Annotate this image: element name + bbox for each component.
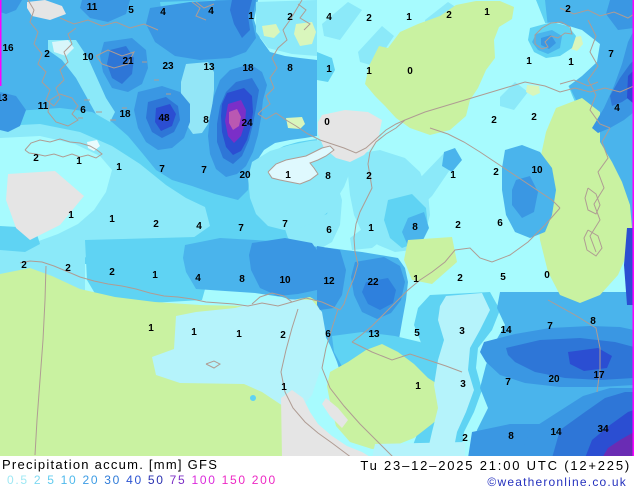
svg-text:23: 23 xyxy=(162,61,174,72)
svg-text:6: 6 xyxy=(325,329,331,340)
svg-text:Tu 23–12–2025 21:00 UTC (12+22: Tu 23–12–2025 21:00 UTC (12+225) xyxy=(360,458,631,473)
svg-text:8: 8 xyxy=(239,274,245,285)
svg-text:10: 10 xyxy=(82,52,94,63)
svg-text:2: 2 xyxy=(287,12,293,23)
svg-text:0: 0 xyxy=(324,117,330,128)
svg-text:1: 1 xyxy=(148,323,154,334)
svg-text:2: 2 xyxy=(565,4,571,15)
svg-text:7: 7 xyxy=(159,164,165,175)
svg-text:1: 1 xyxy=(406,12,412,23)
svg-text:16: 16 xyxy=(2,43,14,54)
svg-text:1: 1 xyxy=(366,66,372,77)
svg-text:6: 6 xyxy=(80,105,86,116)
svg-text:1: 1 xyxy=(236,329,242,340)
svg-text:5: 5 xyxy=(128,5,134,16)
svg-text:3: 3 xyxy=(459,326,465,337)
svg-text:1: 1 xyxy=(568,57,574,68)
svg-text:1: 1 xyxy=(285,170,291,181)
svg-text:7: 7 xyxy=(282,219,288,230)
svg-text:2: 2 xyxy=(446,10,452,21)
svg-text:2: 2 xyxy=(109,267,115,278)
svg-text:2: 2 xyxy=(531,112,537,123)
svg-text:0: 0 xyxy=(407,66,413,77)
svg-text:1: 1 xyxy=(484,7,490,18)
svg-text:7: 7 xyxy=(547,321,553,332)
svg-text:22: 22 xyxy=(367,277,379,288)
svg-text:20: 20 xyxy=(239,170,251,181)
svg-text:7: 7 xyxy=(201,165,207,176)
svg-text:8: 8 xyxy=(412,222,418,233)
svg-text:1: 1 xyxy=(413,274,419,285)
svg-text:1: 1 xyxy=(109,214,115,225)
svg-text:1: 1 xyxy=(116,162,122,173)
svg-text:6: 6 xyxy=(326,225,332,236)
svg-text:2: 2 xyxy=(491,115,497,126)
svg-text:1: 1 xyxy=(76,156,82,167)
svg-text:13: 13 xyxy=(368,329,380,340)
svg-text:24: 24 xyxy=(241,118,253,129)
svg-text:5: 5 xyxy=(500,272,506,283)
svg-text:12: 12 xyxy=(323,276,335,287)
svg-text:18: 18 xyxy=(119,109,131,120)
svg-text:4: 4 xyxy=(208,6,214,17)
svg-text:0.5 2 5 10 20 30 40 50 75 100: 0.5 2 5 10 20 30 40 50 75 100 150 200 xyxy=(7,473,277,487)
svg-text:5: 5 xyxy=(414,328,420,339)
svg-text:10: 10 xyxy=(531,165,543,176)
svg-text:2: 2 xyxy=(455,220,461,231)
svg-text:Precipitation accum. [mm] GFS: Precipitation accum. [mm] GFS xyxy=(2,457,218,472)
svg-text:1: 1 xyxy=(368,223,374,234)
svg-text:2: 2 xyxy=(280,330,286,341)
svg-text:2: 2 xyxy=(457,273,463,284)
svg-text:13: 13 xyxy=(0,93,8,104)
svg-text:14: 14 xyxy=(550,427,562,438)
svg-text:10: 10 xyxy=(279,275,291,286)
svg-text:7: 7 xyxy=(238,223,244,234)
svg-text:14: 14 xyxy=(500,325,512,336)
svg-text:20: 20 xyxy=(548,374,560,385)
svg-text:21: 21 xyxy=(122,56,134,67)
svg-text:8: 8 xyxy=(508,431,514,442)
svg-text:2: 2 xyxy=(366,171,372,182)
svg-text:1: 1 xyxy=(68,210,74,221)
svg-text:©weatheronline.co.uk: ©weatheronline.co.uk xyxy=(487,475,627,489)
svg-text:1: 1 xyxy=(191,327,197,338)
svg-text:1: 1 xyxy=(415,381,421,392)
svg-text:4: 4 xyxy=(160,7,166,18)
svg-text:34: 34 xyxy=(597,424,609,435)
svg-text:6: 6 xyxy=(497,218,503,229)
svg-text:4: 4 xyxy=(196,221,202,232)
svg-text:1: 1 xyxy=(248,11,254,22)
svg-text:3: 3 xyxy=(460,379,466,390)
svg-text:1: 1 xyxy=(152,270,158,281)
svg-text:2: 2 xyxy=(493,167,499,178)
svg-text:2: 2 xyxy=(153,219,159,230)
svg-text:4: 4 xyxy=(195,273,201,284)
svg-text:8: 8 xyxy=(287,63,293,74)
svg-text:11: 11 xyxy=(38,101,49,112)
svg-text:2: 2 xyxy=(44,49,50,60)
svg-text:1: 1 xyxy=(326,64,332,75)
svg-text:1: 1 xyxy=(526,56,532,67)
svg-text:2: 2 xyxy=(33,153,39,164)
svg-text:2: 2 xyxy=(65,263,71,274)
svg-text:2: 2 xyxy=(366,13,372,24)
svg-text:2: 2 xyxy=(462,433,468,444)
svg-text:1: 1 xyxy=(281,382,287,393)
svg-text:8: 8 xyxy=(590,316,596,327)
svg-text:0: 0 xyxy=(544,270,550,281)
svg-text:8: 8 xyxy=(203,115,209,126)
svg-text:7: 7 xyxy=(608,49,614,60)
svg-text:13: 13 xyxy=(203,62,215,73)
svg-text:1: 1 xyxy=(450,170,456,181)
svg-text:17: 17 xyxy=(593,370,605,381)
svg-text:4: 4 xyxy=(326,12,332,23)
svg-text:7: 7 xyxy=(505,377,511,388)
svg-text:18: 18 xyxy=(242,63,254,74)
svg-text:2: 2 xyxy=(21,260,27,271)
svg-text:4: 4 xyxy=(614,103,620,114)
svg-text:48: 48 xyxy=(158,113,170,124)
svg-text:11: 11 xyxy=(87,2,98,13)
svg-text:8: 8 xyxy=(325,171,331,182)
